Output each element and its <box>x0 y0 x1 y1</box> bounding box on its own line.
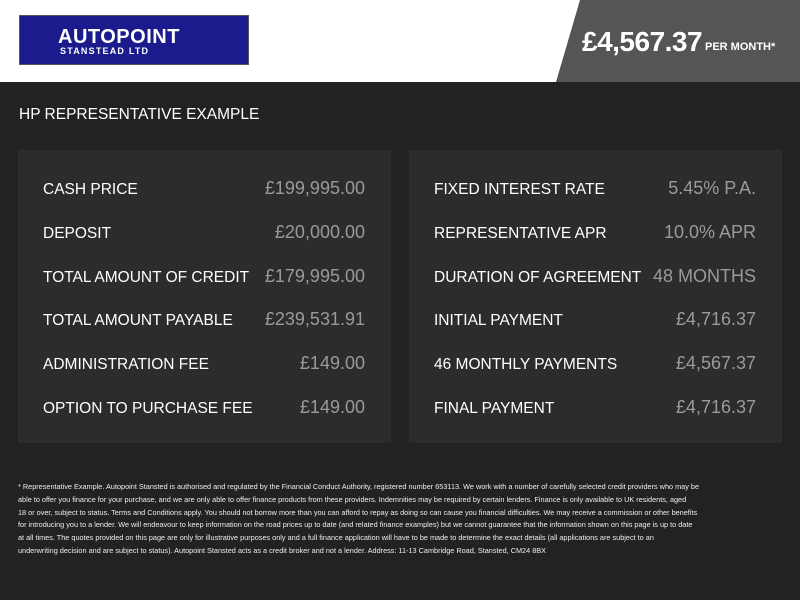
finance-panel: FIXED INTEREST RATE 5.45% P.A. REPRESENTAT… <box>409 150 782 443</box>
finance-row: FINAL PAYMENT £4,716.37 <box>434 397 756 421</box>
row-value: 5.45% P.A. <box>668 178 756 198</box>
price-suffix: PER MONTH* <box>705 41 776 53</box>
finance-row: TOTAL AMOUNT OF CREDIT £179,995.00 <box>43 266 365 290</box>
price-box: £4,567.37 PER MONTH* <box>556 0 800 82</box>
footnote-line: 18 or over, subject to status. Terms and… <box>18 507 698 517</box>
finance-row: OPTION TO PURCHASE FEE £149.00 <box>43 397 365 421</box>
price: £4,567.37 <box>582 26 703 57</box>
row-value: £149.00 <box>299 397 365 417</box>
row-value: £199,995.00 <box>264 178 365 198</box>
finance-row: DEPOSIT £20,000.00 <box>43 222 365 246</box>
footnote-line: * Representative Example. Autopoint Stan… <box>18 482 700 491</box>
row-value: 10.0% APR <box>663 221 756 242</box>
row-value: £149.00 <box>299 353 365 374</box>
finance-row: CASH PRICE £199,995.00 <box>43 178 365 202</box>
finance-row: 46 MONTHLY PAYMENTS £4,567.37 <box>434 353 756 377</box>
row-label: FIXED INTEREST RATE <box>434 181 605 198</box>
row-label: TOTAL AMOUNT OF CREDIT <box>43 268 250 286</box>
footnote: * Representative Example. Autopoint Stan… <box>18 481 788 558</box>
footnote-line: for introducing you to a lender. We will… <box>18 520 693 530</box>
finance-panel: CASH PRICE £199,995.00 DEPOSIT £20,000.00 TO… <box>18 150 391 443</box>
finance-row: FIXED INTEREST RATE 5.45% P.A. <box>434 178 756 202</box>
row-value: £239,531.91 <box>264 309 365 330</box>
logo-name: AUTOPOINT <box>58 26 180 48</box>
row-label: OPTION TO PURCHASE FEE <box>43 400 253 417</box>
row-label: REPRESENTATIVE APR <box>434 224 607 242</box>
row-label: DEPOSIT <box>43 224 112 242</box>
footnote-line: at all times. The quotes provided on thi… <box>18 533 654 543</box>
row-label: TOTAL AMOUNT PAYABLE <box>43 312 233 330</box>
row-value: £4,567.37 <box>675 353 756 374</box>
footnote-line: underwriting decision and are subject to… <box>18 545 546 555</box>
row-label: ADMINISTRATION FEE <box>43 356 209 374</box>
row-label: FINAL PAYMENT <box>434 400 555 417</box>
footnote-line: able to offer you finance for your purch… <box>18 494 687 504</box>
row-label: CASH PRICE <box>43 181 138 198</box>
section-title: HP REPRESENTATIVE EXAMPLE <box>19 106 260 123</box>
row-value: 48 MONTHS <box>652 265 756 286</box>
logo[interactable]: AUTOPOINT STANSTEAD LTD <box>19 15 249 65</box>
row-value: £4,716.37 <box>675 309 756 330</box>
finance-row: ADMINISTRATION FEE £149.00 <box>43 353 365 377</box>
row-label: DURATION OF AGREEMENT <box>434 268 642 286</box>
row-value: £20,000.00 <box>274 221 365 242</box>
finance-row: INITIAL PAYMENT £4,716.37 <box>434 309 756 333</box>
finance-row: TOTAL AMOUNT PAYABLE £239,531.91 <box>43 309 365 333</box>
finance-row: DURATION OF AGREEMENT 48 MONTHS <box>434 266 756 290</box>
row-label: INITIAL PAYMENT <box>434 312 563 330</box>
row-label: 46 MONTHLY PAYMENTS <box>434 356 618 374</box>
logo-sub: STANSTEAD LTD <box>60 46 150 56</box>
row-value: £4,716.37 <box>675 397 756 417</box>
row-value: £179,995.00 <box>264 265 365 286</box>
finance-row: REPRESENTATIVE APR 10.0% APR <box>434 222 756 246</box>
